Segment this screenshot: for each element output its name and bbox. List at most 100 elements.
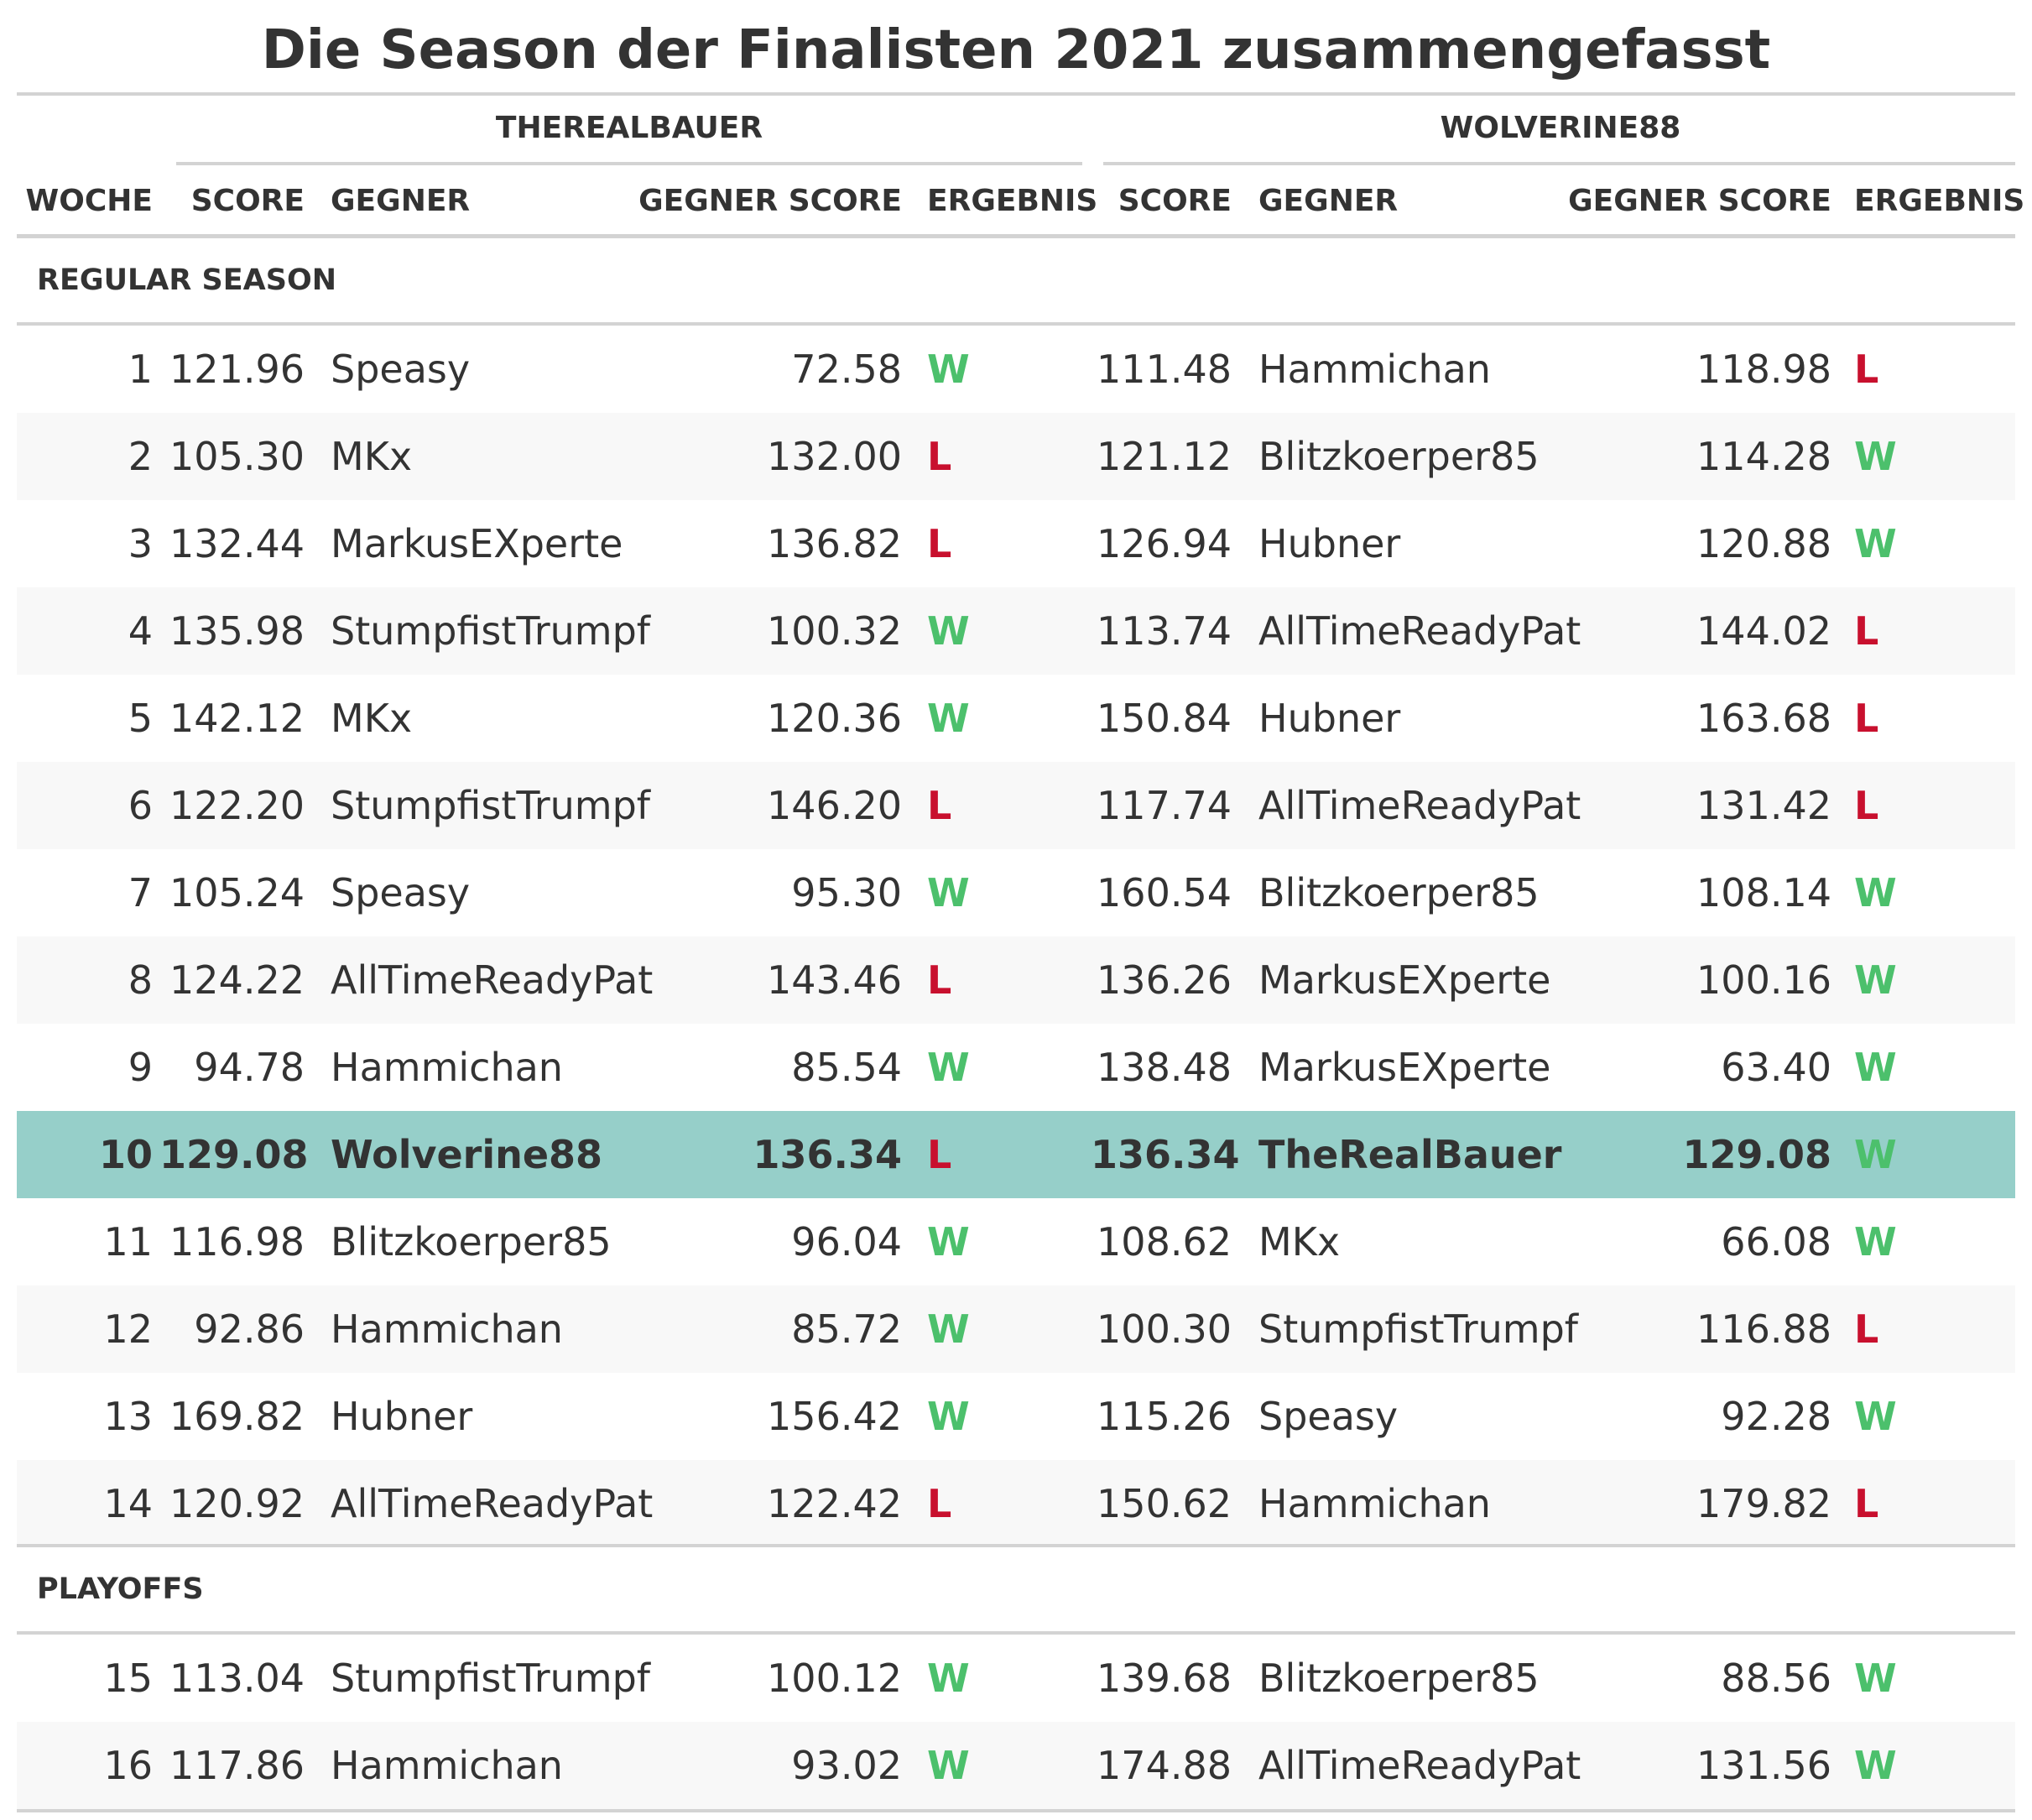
group-separator-rule [17, 1544, 2015, 1547]
cell-gegner-score-b: 131.56 [1696, 1743, 1831, 1788]
table-title: Die Season der Finalisten 2021 zusammeng… [261, 19, 1771, 81]
cell-gegner-a: Wolverine88 [331, 1132, 603, 1177]
cell-woche: 1 [128, 347, 153, 392]
cell-gegner-a: Hammichan [331, 1743, 563, 1788]
cell-gegner-score-a: 132.00 [767, 434, 902, 479]
group-label-rule [17, 322, 2015, 326]
cell-gegner-score-a: 136.34 [753, 1132, 902, 1177]
cell-ergebnis-a: W [927, 870, 970, 915]
table-row: 11 116.98 Blitzkoerper85 96.04 W 108.62 MKx 66.… [17, 1198, 2015, 1285]
cell-gegner-score-b: 129.08 [1682, 1132, 1831, 1177]
cell-score-b: 117.74 [1097, 783, 1232, 828]
table-row: 4 135.98 StumpfistTrumpf 100.32 W 113.74 AllTi… [17, 587, 2015, 675]
cell-gegner-score-a: 72.58 [791, 347, 902, 392]
cell-gegner-b: MKx [1258, 1219, 1341, 1265]
cell-score-b: 138.48 [1097, 1045, 1232, 1090]
col-header-gegner-b: GEGNER [1258, 184, 1399, 218]
cell-gegner-a: Blitzkoerper85 [331, 1219, 612, 1265]
cell-woche: 5 [128, 696, 153, 741]
cell-gegner-score-b: 118.98 [1696, 347, 1831, 392]
cell-gegner-b: AllTimeReadyPat [1258, 1743, 1581, 1788]
cell-score-b: 100.30 [1097, 1306, 1232, 1352]
cell-gegner-score-a: 100.12 [767, 1656, 902, 1701]
header-rule [17, 234, 2015, 238]
cell-ergebnis-b: W [1854, 434, 1897, 479]
cell-ergebnis-b: W [1854, 1743, 1897, 1788]
cell-woche: 13 [103, 1394, 153, 1439]
col-header-score-a: SCORE [190, 184, 305, 218]
cell-woche: 3 [128, 521, 153, 566]
cell-ergebnis-a: W [927, 696, 970, 741]
cell-gegner-a: Hubner [331, 1394, 473, 1439]
cell-ergebnis-b: W [1854, 1656, 1897, 1701]
cell-score-b: 111.48 [1097, 347, 1232, 392]
cell-gegner-score-b: 144.02 [1696, 608, 1831, 654]
table-row: 13 169.82 Hubner 156.42 W 115.26 Speasy 92.28 W [17, 1373, 2015, 1460]
cell-woche: 10 [98, 1132, 153, 1177]
table-row: 3 132.44 MarkusEXperte 136.82 L 126.94 Hubner 1… [17, 500, 2015, 587]
cell-gegner-b: TheRealBauer [1258, 1132, 1562, 1177]
cell-score-b: 136.34 [1091, 1132, 1240, 1177]
cell-gegner-score-b: 108.14 [1696, 870, 1831, 915]
cell-gegner-b: StumpfistTrumpf [1258, 1306, 1578, 1352]
cell-score-a: 105.24 [169, 870, 305, 915]
cell-gegner-score-a: 93.02 [791, 1743, 902, 1788]
cell-gegner-b: AllTimeReadyPat [1258, 608, 1581, 654]
cell-gegner-score-b: 63.40 [1721, 1045, 1831, 1090]
cell-woche: 14 [103, 1481, 153, 1526]
cell-score-b: 121.12 [1097, 434, 1232, 479]
cell-woche: 15 [103, 1656, 153, 1701]
cell-ergebnis-a: W [927, 1219, 970, 1265]
cell-gegner-a: Speasy [331, 347, 471, 392]
cell-score-a: 113.04 [169, 1656, 305, 1701]
cell-ergebnis-b: L [1854, 347, 1879, 392]
spanner-wolverine88: WOLVERINE88 [1440, 111, 1681, 145]
cell-ergebnis-a: W [927, 1743, 970, 1788]
cell-gegner-b: Hammichan [1258, 1481, 1491, 1526]
spanner-therealbauer: THEREALBAUER [495, 111, 763, 145]
cell-woche: 7 [128, 870, 153, 915]
cell-score-b: 174.88 [1097, 1743, 1232, 1788]
cell-ergebnis-a: L [927, 1481, 952, 1526]
cell-gegner-score-b: 92.28 [1721, 1394, 1831, 1439]
cell-score-a: 117.86 [169, 1743, 305, 1788]
cell-gegner-a: AllTimeReadyPat [331, 957, 654, 1003]
cell-ergebnis-b: W [1854, 870, 1897, 915]
cell-gegner-b: Hammichan [1258, 347, 1491, 392]
cell-ergebnis-a: L [927, 1132, 952, 1177]
cell-gegner-a: Hammichan [331, 1306, 563, 1352]
cell-score-a: 122.20 [169, 783, 305, 828]
group-label-rule [17, 1631, 2015, 1635]
cell-gegner-score-b: 131.42 [1696, 783, 1831, 828]
cell-score-a: 142.12 [169, 696, 305, 741]
cell-score-b: 160.54 [1097, 870, 1232, 915]
cell-ergebnis-b: W [1854, 1132, 1897, 1177]
cell-ergebnis-a: W [927, 1656, 970, 1701]
cell-gegner-a: StumpfistTrumpf [331, 1656, 650, 1701]
cell-ergebnis-a: L [927, 521, 952, 566]
cell-gegner-score-a: 136.82 [767, 521, 902, 566]
table-row: 6 122.20 StumpfistTrumpf 146.20 L 117.74 AllTi… [17, 762, 2015, 849]
table-row: 15 113.04 StumpfistTrumpf 100.12 W 139.68 Blit… [17, 1635, 2015, 1722]
spanner-rule-therealbauer [176, 162, 1082, 165]
cell-gegner-b: Hubner [1258, 521, 1401, 566]
cell-gegner-a: AllTimeReadyPat [331, 1481, 654, 1526]
cell-score-b: 115.26 [1097, 1394, 1232, 1439]
cell-woche: 6 [128, 783, 153, 828]
cell-woche: 16 [103, 1743, 153, 1788]
cell-ergebnis-b: W [1854, 521, 1897, 566]
cell-score-b: 150.84 [1097, 696, 1232, 741]
table-row: 2 105.30 MKx 132.00 L 121.12 Blitzkoerper85 114… [17, 413, 2015, 500]
col-header-gegner-score-a: GEGNER SCORE [638, 184, 902, 218]
cell-ergebnis-b: L [1854, 1481, 1879, 1526]
table-row: 5 142.12 MKx 120.36 W 150.84 Hubner 163.68 L [17, 675, 2015, 762]
cell-ergebnis-a: W [927, 1394, 970, 1439]
cell-gegner-score-a: 143.46 [767, 957, 902, 1003]
cell-gegner-score-b: 163.68 [1696, 696, 1831, 741]
col-header-gegner-score-b: GEGNER SCORE [1568, 184, 1831, 218]
cell-ergebnis-a: W [927, 1045, 970, 1090]
cell-gegner-a: MKx [331, 434, 413, 479]
cell-woche: 4 [128, 608, 153, 654]
table-row: 14 120.92 AllTimeReadyPat 122.42 L 150.62 Hamm… [17, 1460, 2015, 1547]
cell-score-a: 132.44 [169, 521, 305, 566]
